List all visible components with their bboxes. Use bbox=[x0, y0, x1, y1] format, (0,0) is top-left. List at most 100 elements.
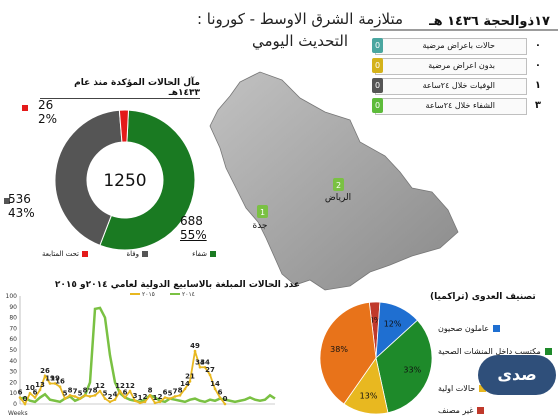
y-tick-label: 100 bbox=[6, 293, 18, 300]
y-tick-label: 60 bbox=[9, 336, 17, 343]
point-label-2015: 12 bbox=[125, 382, 135, 390]
pie-legend-swatch bbox=[477, 407, 485, 414]
donut-label-followup-swatch bbox=[22, 105, 28, 111]
point-label-2015: 6 bbox=[123, 389, 128, 397]
point-2015 bbox=[168, 397, 172, 400]
point-2015 bbox=[173, 395, 177, 398]
y-tick-label: 40 bbox=[9, 358, 17, 365]
point-label-2015: 7 bbox=[88, 387, 93, 395]
point-2015 bbox=[178, 394, 182, 397]
saudi-map: 2 الرياض 1 جدة bbox=[209, 71, 459, 291]
donut-slice-2 bbox=[118, 109, 130, 143]
donut-label-death-swatch bbox=[4, 198, 10, 204]
point-2015 bbox=[48, 382, 52, 385]
point-2015 bbox=[183, 387, 187, 391]
point-2015 bbox=[43, 374, 47, 378]
point-label-2015: 14 bbox=[180, 380, 190, 388]
y-tick-label: 70 bbox=[9, 325, 17, 332]
marker-riyadh[interactable]: 2 الرياض bbox=[325, 178, 351, 203]
daily-row: ٣ الشفاء خلال ٢٤ساعة 0 bbox=[370, 98, 545, 115]
point-2015 bbox=[38, 388, 42, 392]
point-2015 bbox=[28, 391, 32, 395]
point-label-2015: 19 bbox=[45, 374, 55, 382]
point-2015 bbox=[203, 365, 207, 369]
donut-title: مآل الحالات المؤكدة منذ عام ١٤٣٣هـ bbox=[40, 78, 200, 99]
donut-legend-followup: تحت المتابعة bbox=[42, 250, 88, 258]
point-label-2015: 34 bbox=[195, 358, 205, 366]
y-tick-label: 20 bbox=[9, 379, 17, 386]
point-2015 bbox=[53, 382, 57, 385]
point-2015 bbox=[148, 394, 152, 397]
point-2015 bbox=[218, 396, 222, 399]
point-2015 bbox=[103, 397, 107, 400]
point-label-2015: 6 bbox=[33, 389, 38, 397]
donut-chart: 1250 bbox=[54, 109, 196, 251]
pie-legend-label: عاملون صحيون bbox=[438, 324, 490, 333]
daily-row-value: ١ bbox=[534, 80, 541, 91]
daily-row-value: ٠ bbox=[534, 60, 541, 71]
line-chart-title: عدد الحالات المبلغة بالاسابيع الدولية لع… bbox=[54, 280, 300, 290]
pie-legend-label: غير مصنف bbox=[438, 406, 474, 415]
point-label-2015: 5 bbox=[63, 390, 68, 398]
point-label-2015: 8 bbox=[83, 386, 88, 394]
donut-legend-recovered-label: شفاء bbox=[192, 250, 207, 258]
point-2015 bbox=[118, 389, 122, 393]
point-2015 bbox=[223, 402, 227, 406]
daily-row-label: الوفيات خلال ٢٤ساعة bbox=[422, 81, 495, 90]
point-label-2015: 5 bbox=[103, 390, 108, 398]
pie-legend-item: حالات اولية bbox=[438, 384, 487, 393]
marker-jeddah[interactable]: 1 جدة bbox=[252, 205, 268, 231]
point-label-2015: 12 bbox=[95, 382, 105, 390]
donut-recovered-swatch bbox=[170, 216, 176, 222]
page-title: متلازمة الشرق الاوسط - كورونا : التحديث … bbox=[180, 8, 420, 52]
y-tick-label: 10 bbox=[9, 390, 17, 397]
donut-center-value: 1250 bbox=[103, 171, 146, 191]
point-label-2015: 1 bbox=[153, 394, 158, 402]
point-2015 bbox=[208, 373, 212, 377]
point-2015 bbox=[83, 394, 87, 397]
daily-row-badge: 0 bbox=[372, 98, 383, 113]
pie-slice-4 bbox=[319, 301, 377, 405]
donut-pct-followup: 2% bbox=[38, 112, 58, 126]
point-label-2015: 5 bbox=[78, 390, 83, 398]
point-label-2015: 26 bbox=[40, 367, 50, 375]
daily-row-value: ٠ bbox=[534, 40, 541, 51]
daily-row-label: بدون اعراض مرضية bbox=[428, 61, 495, 70]
pie-legend-item: عاملون صحيون bbox=[438, 324, 501, 333]
point-label-2015: 0 bbox=[23, 395, 28, 403]
point-label-2015: 1 bbox=[138, 394, 143, 402]
donut-label-followup bbox=[22, 100, 32, 114]
donut-label-death bbox=[4, 193, 14, 207]
point-label-2015: 7 bbox=[73, 387, 78, 395]
y-tick-label: 50 bbox=[9, 347, 17, 354]
point-label-2015: 6 bbox=[163, 389, 168, 397]
point-2015 bbox=[58, 385, 62, 389]
marker-jeddah-badge: 1 bbox=[260, 208, 265, 217]
pie-legend-swatch bbox=[493, 325, 501, 332]
point-label-2015: 3 bbox=[133, 392, 138, 400]
point-label-2015: 8 bbox=[93, 386, 98, 394]
line-legend-label: ٢٠١٤ bbox=[182, 291, 195, 298]
pie-legend-label: مكتسب داخل المنشات الصحية bbox=[438, 347, 541, 356]
donut-count-death: 536 bbox=[8, 192, 31, 206]
point-2015 bbox=[138, 401, 142, 405]
point-2015 bbox=[143, 400, 147, 404]
point-label-2015: 8 bbox=[68, 386, 73, 394]
point-label-2015: 19 bbox=[50, 374, 60, 382]
donut-legend-death: وفاة bbox=[126, 250, 148, 258]
point-label-2015: 16 bbox=[55, 378, 65, 386]
point-2015 bbox=[23, 402, 27, 406]
donut-legend-recovered: شفاء bbox=[192, 250, 216, 258]
daily-date: ١٧ذوالحجة ١٤٣٦ هـ bbox=[429, 14, 550, 29]
y-tick-label: 80 bbox=[9, 315, 17, 322]
daily-row: ٠ بدون اعراض مرضية 0 bbox=[370, 58, 545, 75]
x-axis-label: Weeks bbox=[8, 410, 28, 417]
y-tick-label: 0 bbox=[13, 401, 17, 408]
daily-row-badge: 0 bbox=[372, 58, 383, 73]
daily-row: ٠ حالات باعراض مرضية 0 bbox=[370, 38, 545, 55]
point-2015 bbox=[158, 400, 162, 404]
pie-chart: 3% 12% 33% 13% 38% bbox=[319, 301, 433, 415]
donut-legend-death-label: وفاة bbox=[126, 250, 139, 258]
city-label-jeddah: جدة bbox=[252, 221, 267, 231]
donut-legend-followup-label: تحت المتابعة bbox=[41, 250, 79, 258]
